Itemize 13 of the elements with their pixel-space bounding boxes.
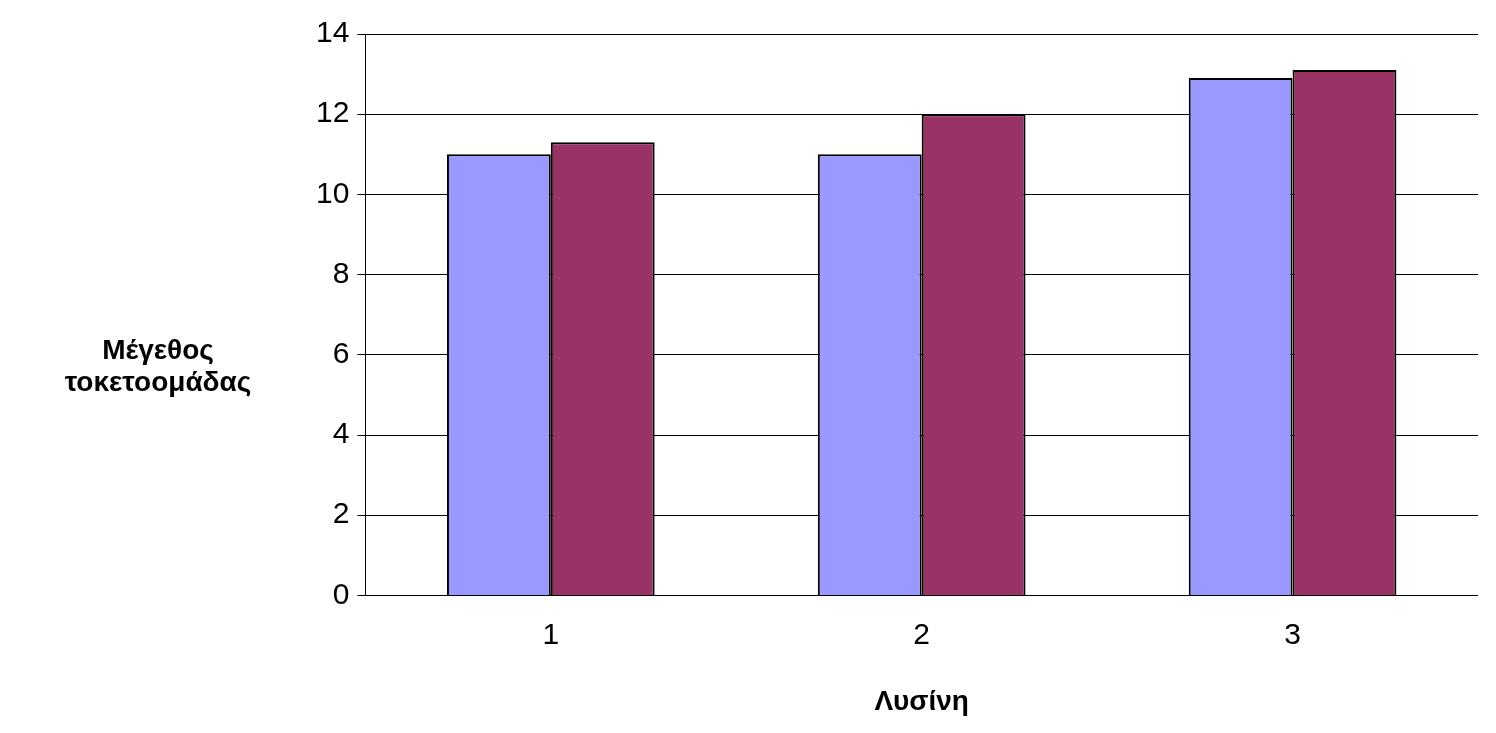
x-tick-label: 3: [1284, 616, 1301, 650]
y-axis-title: Μέγεθος τοκετοομάδας: [63, 333, 253, 398]
y-tick-label: 2: [332, 496, 350, 530]
x-tick-label: 1: [542, 616, 560, 650]
x-tick-label: 2: [913, 616, 931, 650]
y-tick-label: 4: [332, 416, 350, 450]
y-tick-label: 8: [332, 255, 350, 289]
y-tick-label: 6: [332, 336, 350, 370]
y-tick-label: 12: [315, 95, 350, 129]
y-tick-label: 0: [332, 576, 350, 610]
x-axis-title: Λυσίνη: [874, 684, 969, 716]
y-tick-label: 14: [315, 15, 350, 49]
y-tick-label: 10: [315, 175, 350, 209]
